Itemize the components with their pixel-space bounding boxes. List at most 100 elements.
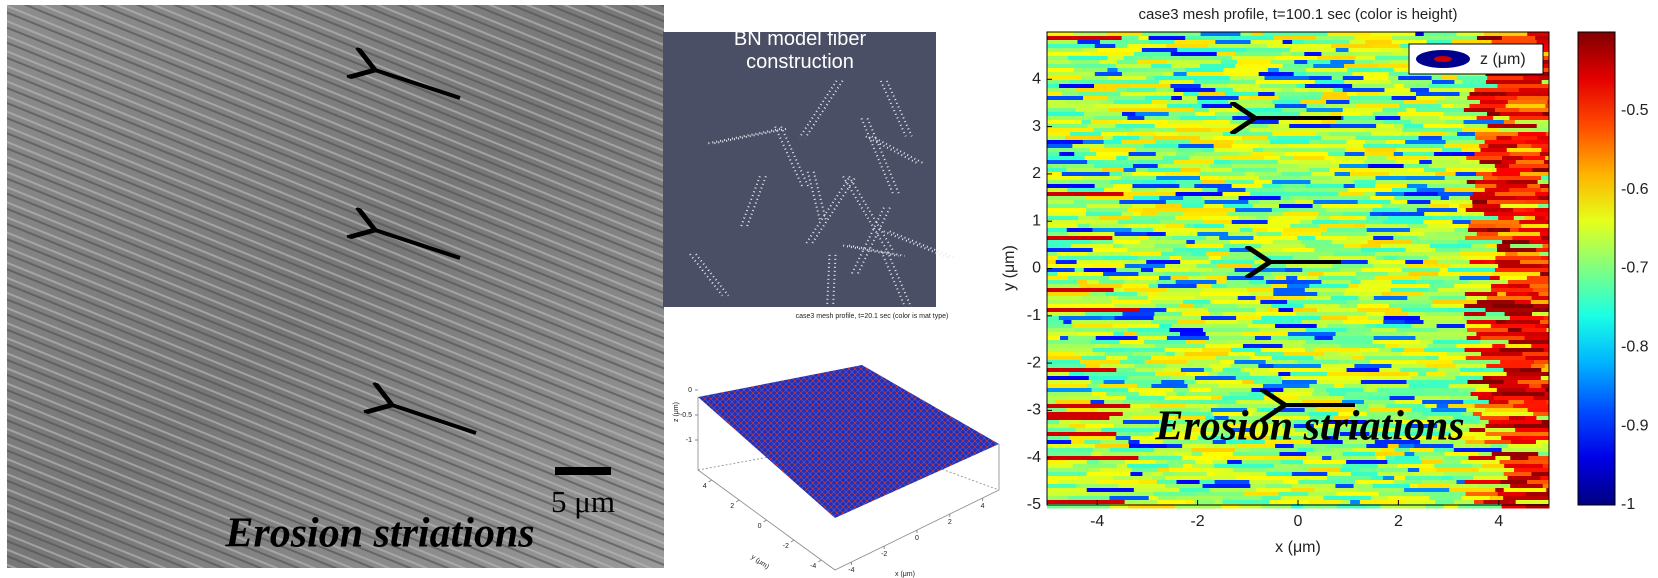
heatmap-cell — [1270, 60, 1295, 65]
heatmap-cell — [1358, 240, 1369, 245]
heatmap-cell — [1343, 384, 1368, 389]
heatmap-cell — [1475, 436, 1502, 441]
heatmap-cell — [1139, 452, 1175, 457]
heatmap-cell — [1355, 136, 1395, 141]
heatmap-cell — [1126, 396, 1166, 401]
heatmap-cell — [1359, 300, 1396, 305]
heatmap-cell — [1476, 300, 1516, 305]
heatmap-cell — [1513, 404, 1550, 409]
heatmap-cell — [1124, 280, 1158, 285]
heatmap-cell — [1121, 120, 1169, 125]
heatmap-cell — [1305, 276, 1319, 281]
heatmap-cell — [1229, 36, 1275, 41]
heatmap-cell — [1047, 364, 1087, 369]
heatmap-cell — [1525, 356, 1550, 361]
heatmap-cell — [1248, 224, 1291, 229]
heatmap-cell — [1128, 324, 1160, 329]
heatmap-cell — [1055, 412, 1072, 417]
heatmap-cell — [1377, 464, 1398, 469]
heatmap-cell — [1505, 252, 1518, 257]
heatmap-cell — [1175, 308, 1209, 313]
heatmap-cell — [1170, 84, 1202, 89]
heatmap-cell — [1238, 216, 1257, 221]
heatmap-cell — [1308, 468, 1341, 473]
heatmap-cell — [1272, 180, 1311, 185]
fiber — [865, 135, 918, 165]
heatmap-cell — [1130, 252, 1162, 257]
heatmap-cell — [1194, 240, 1230, 245]
heatmap-cell — [1500, 204, 1539, 209]
heatmap-cell — [1439, 36, 1478, 41]
heatmap-cell — [1485, 312, 1506, 317]
heatmap-cell — [1496, 244, 1511, 249]
heatmap-cell — [1312, 204, 1323, 209]
heatmap-cell — [1390, 80, 1433, 85]
heatmap-cell — [1130, 436, 1151, 441]
heatmap-cell — [1445, 372, 1461, 377]
heatmap-cell — [1358, 284, 1390, 289]
heatmap-cell — [1136, 384, 1152, 389]
heatmap-cell — [1479, 340, 1510, 345]
heatmap-cell — [1047, 472, 1087, 477]
heatmap-cell — [1109, 504, 1129, 509]
heatmap-cell — [1347, 92, 1358, 97]
heatmap-cell — [1181, 96, 1198, 101]
heatmap-cell — [1226, 284, 1272, 289]
heatmap-cell — [1298, 480, 1344, 485]
heatmap-cell — [1251, 32, 1264, 37]
heatmap-cell — [1327, 472, 1352, 477]
box-edges — [697, 397, 1000, 571]
heatmap-cell — [1199, 176, 1219, 181]
heatmap-cell — [1047, 136, 1066, 141]
heatmap-cell — [1193, 108, 1210, 113]
heatmap-cell — [1441, 104, 1454, 109]
heatmap-cell — [1047, 320, 1064, 325]
heatmap-cell — [1209, 488, 1257, 493]
heatmap-cell — [1510, 244, 1544, 249]
heatmap-cell — [1338, 192, 1365, 197]
heatmap-cell — [1498, 264, 1542, 269]
heatmap-cell — [1474, 500, 1485, 505]
heatmap-cell — [1201, 124, 1249, 129]
heatmap-cell — [1290, 224, 1320, 229]
heatmap-cell — [1109, 172, 1123, 177]
heatmap-cell — [1436, 468, 1480, 473]
heatmap-cell — [1532, 312, 1550, 317]
heatmap-cell — [1506, 180, 1539, 185]
x-tick-label: 4 — [1494, 513, 1503, 530]
heatmap-cell — [1485, 432, 1533, 437]
heatmap-cell — [1090, 400, 1105, 405]
heatmap-cell — [1390, 292, 1423, 297]
heatmap-cell — [1171, 64, 1201, 69]
heatmap-cell — [1086, 472, 1131, 477]
heatmap-cell — [1047, 256, 1059, 261]
heatmap-cell — [1392, 436, 1434, 441]
heatmap-cell — [1270, 336, 1289, 341]
heatmap-cell — [1136, 60, 1168, 65]
heatmap-cell — [1279, 80, 1316, 85]
heatmap-cell — [1326, 100, 1350, 105]
x-tick-label: -4 — [1090, 513, 1104, 530]
heatmap-cell — [1258, 72, 1295, 77]
surface-zlabel: z (μm) — [673, 402, 680, 422]
heatmap-cell — [1496, 168, 1533, 173]
heatmap-cell — [1094, 84, 1131, 89]
heatmap-cell — [1071, 320, 1108, 325]
heatmap-cell — [1047, 352, 1075, 357]
heatmap-cell — [1140, 268, 1154, 273]
heatmap-cell — [1194, 500, 1215, 505]
heatmap-cell — [1241, 136, 1269, 141]
heatmap-cell — [1240, 228, 1253, 233]
heatmap-cell — [1074, 268, 1085, 273]
heatmap-cell — [1297, 44, 1332, 49]
heatmap-cell — [1351, 468, 1361, 473]
heatmap-cell — [1141, 180, 1177, 185]
heatmap-cell — [1057, 272, 1104, 277]
heatmap-cell — [1383, 320, 1406, 325]
heatmap-cell — [1449, 484, 1479, 489]
heatmap-cell — [1214, 112, 1238, 117]
heatmap-cell — [1047, 276, 1069, 281]
heatmap-cell — [1244, 492, 1280, 497]
heatmap-cell — [1391, 52, 1416, 57]
